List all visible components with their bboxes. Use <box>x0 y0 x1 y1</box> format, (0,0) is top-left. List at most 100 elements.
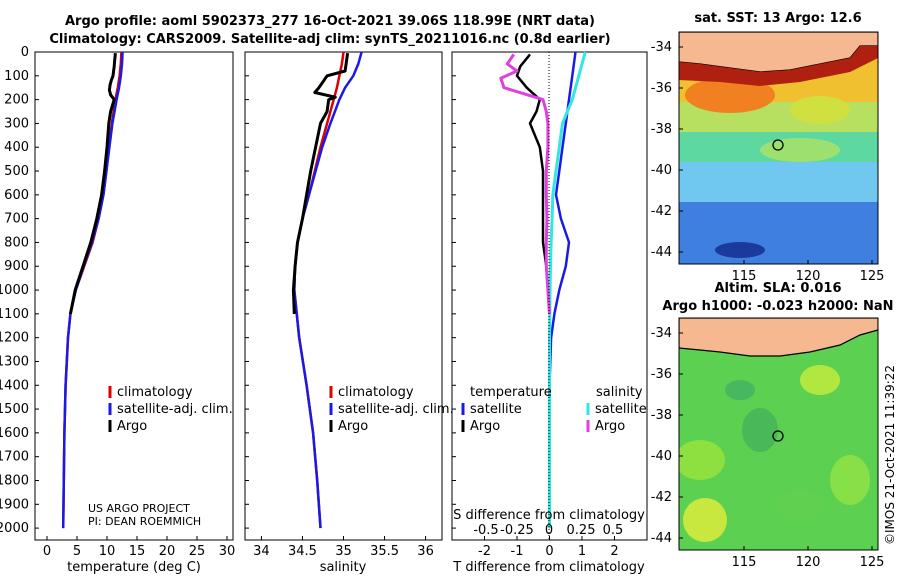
salinity-profile-argo-line <box>291 52 350 314</box>
lat-tick-label: -38 <box>651 122 672 137</box>
x-tick-label: 2 <box>610 544 618 559</box>
s-tick-label: -0.5 <box>473 523 498 538</box>
depth-tick-label: 1100 <box>0 307 29 322</box>
s-tick-label: -0.25 <box>500 523 534 538</box>
legend-satellite: satellite-adj. clim. <box>338 402 454 417</box>
depth-tick-label: 600 <box>4 188 29 203</box>
salinity-xlabel: salinity <box>320 560 367 575</box>
x-tick-label: 25 <box>189 544 206 559</box>
argo-location-marker <box>772 430 784 442</box>
depth-tick-label: 1600 <box>0 426 29 441</box>
depth-tick-label: 700 <box>4 212 29 227</box>
sla-map-axes: -34 -36 -38 -40 -42 -44 115 120 125 <box>651 326 885 570</box>
lat-tick-label: -42 <box>651 204 672 219</box>
s-tick-label: 0 <box>545 523 553 538</box>
credit-pi: PI: DEAN ROEMMICH <box>88 515 201 528</box>
x-tick-label: 36 <box>417 544 434 559</box>
x-tick-label: 34 <box>253 544 270 559</box>
sst-map-axes: -34 -36 -38 -40 -42 -44 115 120 125 <box>651 40 885 284</box>
difference-profile-s-argo-line <box>499 53 551 315</box>
temperature-profile-argo-line <box>68 53 117 315</box>
sst-map <box>679 32 878 264</box>
x-axes-ticks: 0 5 10 15 20 25 30 34 34.5 35 35.5 36 -2 -1 0 1 2 <box>43 536 619 559</box>
difference-profile-s-satellite-line <box>548 51 587 529</box>
lon-tick-label: 120 <box>796 555 821 570</box>
t-difference-xlabel: T difference from climatology <box>452 560 645 575</box>
lon-tick-label: 115 <box>732 269 757 284</box>
legend-satellite: satellite-adj. clim. <box>117 402 233 417</box>
salinity-axes <box>244 51 443 541</box>
depth-tick-label: 1900 <box>0 497 29 512</box>
x-tick-label: 34.5 <box>288 544 317 559</box>
temperature-profile-satellite-adj-clim--line <box>61 51 124 529</box>
depth-tick-label: 300 <box>4 116 29 131</box>
s-difference-ticks: -0.5 -0.25 0 0.25 0.5 <box>473 523 623 538</box>
legend-t-argo: Argo <box>470 419 500 434</box>
depth-tick-label: 200 <box>4 93 29 108</box>
x-tick-label: 15 <box>129 544 146 559</box>
depth-tick-label: 800 <box>4 235 29 250</box>
temperature-axes <box>34 51 234 541</box>
legend-temperature-title: temperature <box>470 385 552 400</box>
legend-climatology: climatology <box>338 385 414 400</box>
x-tick-label: 20 <box>159 544 176 559</box>
legend-salinity-title: salinity <box>596 385 643 400</box>
legend-argo: Argo <box>117 419 147 434</box>
depth-tick-label: 1200 <box>0 331 29 346</box>
x-tick-label: 0 <box>545 544 553 559</box>
imos-timestamp: ©IMOS 21-Oct-2021 11:39:22 <box>883 365 897 545</box>
depth-tick-label: 900 <box>4 259 29 274</box>
x-tick-label: -1 <box>511 544 524 559</box>
lon-tick-label: 125 <box>860 555 885 570</box>
lat-tick-label: -40 <box>651 449 672 464</box>
depth-tick-label: 1500 <box>0 402 29 417</box>
depth-tick-label: 1300 <box>0 354 29 369</box>
lat-tick-label: -36 <box>651 81 672 96</box>
depth-tick-label: 400 <box>4 140 29 155</box>
salinity-legend: climatology satellite-adj. clim. Argo <box>329 385 454 434</box>
lat-tick-label: -44 <box>651 531 672 546</box>
lat-tick-label: -38 <box>651 408 672 423</box>
lat-tick-label: -44 <box>651 245 672 260</box>
profile-lines <box>61 51 587 529</box>
temperature-xlabel: temperature (deg C) <box>67 560 201 575</box>
x-tick-label: 10 <box>99 544 116 559</box>
legend-t-satellite: satellite <box>470 402 522 417</box>
legend-climatology: climatology <box>117 385 193 400</box>
x-tick-label: 5 <box>73 544 81 559</box>
legend-argo: Argo <box>338 419 368 434</box>
credit-project: US ARGO PROJECT <box>88 502 190 515</box>
depth-tick-label: 500 <box>4 164 29 179</box>
lat-tick-label: -34 <box>651 40 672 55</box>
depth-tick-label: 2000 <box>0 521 29 536</box>
depth-tick-label: 1000 <box>0 283 29 298</box>
salinity-profile-climatology-line <box>293 51 345 529</box>
x-tick-label: 30 <box>219 544 236 559</box>
x-tick-label: 35 <box>335 544 352 559</box>
sla-map-title: Altim. SLA: 0.016 <box>715 281 842 296</box>
legend-s-argo: Argo <box>595 419 625 434</box>
temperature-legend: climatology satellite-adj. clim. Argo <box>108 385 233 434</box>
x-tick-label: -2 <box>478 544 491 559</box>
lat-tick-label: -40 <box>651 163 672 178</box>
lon-tick-label: 125 <box>860 269 885 284</box>
s-tick-label: 0.5 <box>603 523 624 538</box>
s-difference-xlabel: S difference from climatology <box>453 508 645 523</box>
depth-tick-label: 1400 <box>0 378 29 393</box>
depth-axis: 0 100 200 300 400 500 600 700 800 900 1000 1100 1200… <box>0 45 456 536</box>
argo-location-marker <box>772 139 784 151</box>
x-tick-label: 0 <box>43 544 51 559</box>
sst-map-title: sat. SST: 13 Argo: 12.6 <box>694 11 861 26</box>
lon-tick-label: 115 <box>732 555 757 570</box>
depth-tick-label: 1800 <box>0 473 29 488</box>
sla-map-subtitle: Argo h1000: -0.023 h2000: NaN <box>662 299 893 314</box>
difference-legend: temperature salinity satellite Argo sate… <box>461 385 647 434</box>
lat-tick-label: -42 <box>651 490 672 505</box>
lat-tick-label: -34 <box>651 326 672 341</box>
lon-tick-label: 120 <box>796 269 821 284</box>
depth-tick-label: 0 <box>21 45 29 60</box>
s-tick-label: 0.25 <box>567 523 596 538</box>
title-line-1: Argo profile: aoml 5902373_277 16-Oct-20… <box>64 14 596 29</box>
sla-map <box>679 318 878 550</box>
